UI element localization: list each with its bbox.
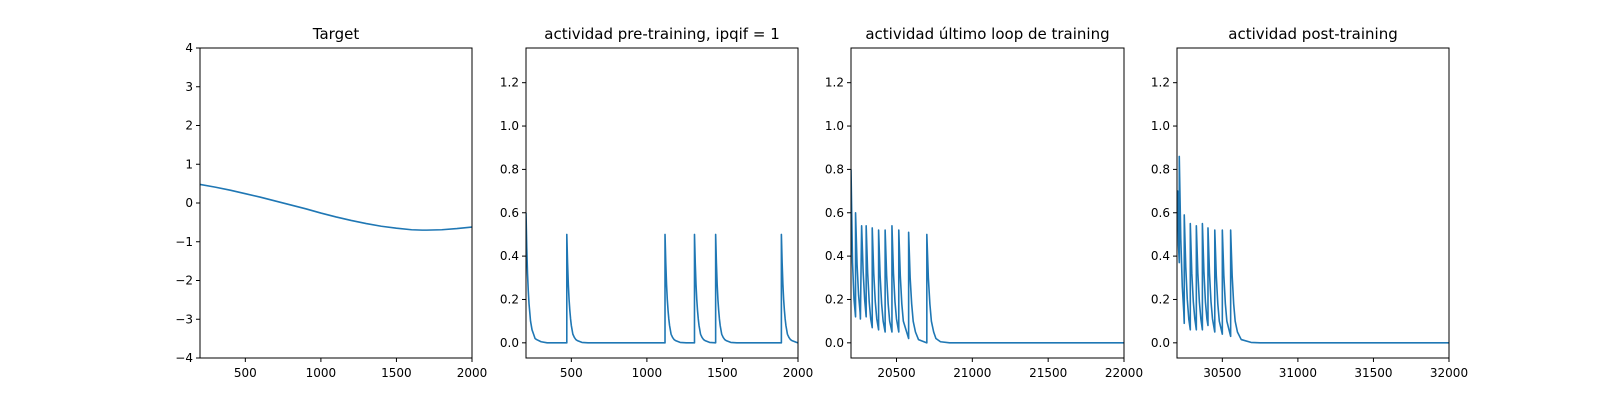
x-tick-label: 1500 bbox=[381, 366, 412, 380]
y-tick-label: 0.4 bbox=[500, 249, 519, 263]
axes-frame bbox=[525, 47, 799, 359]
y-tick-label: 1.0 bbox=[825, 119, 844, 133]
x-tick-label: 1500 bbox=[707, 366, 738, 380]
y-tick-label: 0.0 bbox=[825, 336, 844, 350]
chart-panel-4: actividad post-training 30500 31000 31500 32… bbox=[1151, 25, 1468, 380]
y-tick-label: 4 bbox=[185, 41, 193, 55]
x-tick-label: 21000 bbox=[953, 366, 991, 380]
chart-panel-1: Target 500 1000 1500 2000 −4 −3 −2 −1 0 1 2 3 4 bbox=[175, 25, 487, 380]
chart-panel-3: actividad último loop de training 20500 21… bbox=[825, 25, 1143, 380]
series-line bbox=[1177, 155, 1449, 344]
x-tick-label: 21500 bbox=[1029, 366, 1067, 380]
y-tick-label: −3 bbox=[175, 312, 193, 326]
x-tick-label: 2000 bbox=[457, 366, 488, 380]
chart-title: actividad post-training bbox=[1228, 25, 1397, 43]
charts-container: Target 500 1000 1500 2000 −4 −3 −2 −1 0 1 2 3 4 activi… bbox=[175, 25, 1468, 380]
y-tick-label: 0.2 bbox=[825, 292, 844, 306]
x-tick-label: 20500 bbox=[877, 366, 915, 380]
series-line bbox=[851, 169, 1124, 344]
chart-panel-2: actividad pre-training, ipqif = 1 500 1000… bbox=[500, 25, 813, 380]
y-tick-label: 1.0 bbox=[1151, 119, 1170, 133]
y-tick-label: 0.6 bbox=[1151, 206, 1170, 220]
y-tick-label: 1.2 bbox=[500, 76, 519, 90]
x-tick-label: 2000 bbox=[783, 366, 814, 380]
x-tick-label: 30500 bbox=[1203, 366, 1241, 380]
y-tick-label: 2 bbox=[185, 119, 193, 133]
chart-title: actividad último loop de training bbox=[865, 25, 1109, 43]
x-tick-label: 1000 bbox=[306, 366, 337, 380]
x-tick-label: 500 bbox=[560, 366, 583, 380]
y-tick-label: 0.0 bbox=[500, 336, 519, 350]
chart-title: actividad pre-training, ipqif = 1 bbox=[544, 25, 780, 43]
x-tick-label: 22000 bbox=[1105, 366, 1143, 380]
y-tick-label: 0.0 bbox=[1151, 336, 1170, 350]
y-tick-label: 1 bbox=[185, 157, 193, 171]
axes-frame bbox=[850, 47, 1125, 359]
y-tick-label: 0.4 bbox=[825, 249, 844, 263]
y-tick-label: 1.2 bbox=[1151, 76, 1170, 90]
y-tick-label: 0.6 bbox=[500, 206, 519, 220]
y-tick-label: 0.6 bbox=[825, 206, 844, 220]
x-tick-label: 1000 bbox=[632, 366, 663, 380]
y-tick-label: 3 bbox=[185, 80, 193, 94]
y-tick-label: 0.4 bbox=[1151, 249, 1170, 263]
chart-title: Target bbox=[312, 25, 360, 43]
y-tick-label: 1.0 bbox=[500, 119, 519, 133]
x-tick-label: 31500 bbox=[1354, 366, 1392, 380]
series-line bbox=[526, 212, 798, 344]
y-tick-label: 0.2 bbox=[500, 292, 519, 306]
x-tick-label: 32000 bbox=[1430, 366, 1468, 380]
y-tick-label: 0 bbox=[185, 196, 193, 210]
axes-frame bbox=[1176, 47, 1450, 359]
y-tick-label: 1.2 bbox=[825, 76, 844, 90]
x-tick-label: 500 bbox=[234, 366, 257, 380]
y-tick-label: 0.8 bbox=[500, 162, 519, 176]
y-tick-label: 0.2 bbox=[1151, 292, 1170, 306]
y-tick-label: −2 bbox=[175, 274, 193, 288]
y-tick-label: −1 bbox=[175, 235, 193, 249]
series-line bbox=[200, 183, 472, 231]
y-tick-label: −4 bbox=[175, 351, 193, 365]
y-tick-label: 0.8 bbox=[825, 162, 844, 176]
x-tick-label: 31000 bbox=[1279, 366, 1317, 380]
y-tick-label: 0.8 bbox=[1151, 162, 1170, 176]
